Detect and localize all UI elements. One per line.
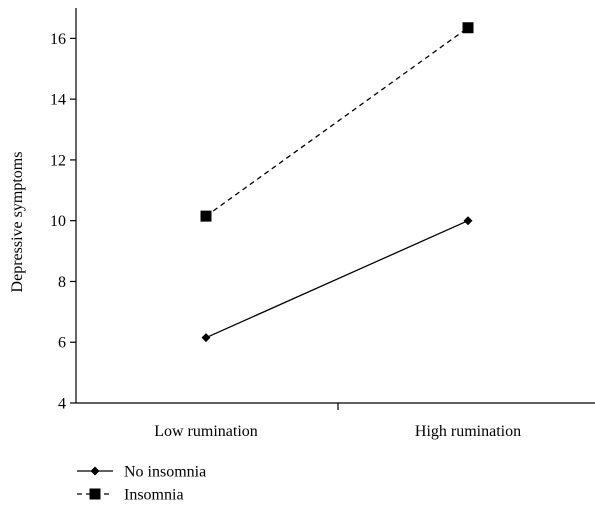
- y-tick-label: 14: [50, 92, 66, 109]
- x-ticks: Low rumination High rumination: [154, 403, 521, 440]
- data-point: [462, 22, 474, 34]
- legend: No insomnia Insomnia: [77, 464, 206, 504]
- series-no-insomnia: [201, 216, 473, 343]
- y-tick-label: 6: [58, 335, 66, 352]
- legend-item: Insomnia: [77, 487, 184, 504]
- legend-label: Insomnia: [124, 487, 184, 504]
- legend-label: No insomnia: [124, 464, 206, 481]
- y-tick-label: 16: [50, 31, 66, 48]
- y-tick-label: 4: [58, 396, 66, 413]
- legend-item: No insomnia: [77, 464, 206, 481]
- series-insomnia: [200, 22, 474, 222]
- series-line: [205, 220, 469, 339]
- y-tick-label: 12: [50, 152, 66, 169]
- data-point: [463, 216, 473, 226]
- data-point: [200, 210, 212, 222]
- axes: [75, 8, 595, 404]
- series-group: [200, 22, 474, 343]
- legend-marker: [89, 488, 101, 500]
- y-tick-label: 10: [50, 213, 66, 230]
- y-axis-label: Depressive symptoms: [9, 152, 26, 293]
- legend-marker: [90, 466, 100, 476]
- x-tick-label: High rumination: [415, 423, 521, 440]
- data-point: [201, 333, 211, 343]
- y-tick-label: 8: [58, 274, 66, 291]
- x-tick-label: Low rumination: [154, 423, 258, 440]
- series-line: [205, 27, 469, 217]
- y-ticks: 4 6 8 10 12 14 16: [50, 31, 76, 413]
